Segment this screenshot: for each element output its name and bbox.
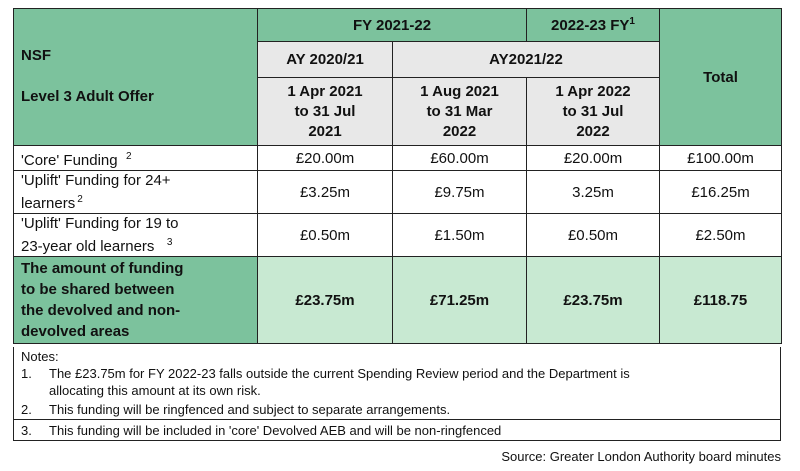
total-label-text: to be shared between (21, 281, 175, 298)
table-cell: £60.00m (392, 145, 527, 171)
table-cell: 3.25m (526, 170, 660, 214)
total-row-label: The amount of funding to be shared betwe… (13, 256, 258, 344)
notes-divider (14, 419, 780, 420)
ay-2020-21-header: AY 2020/21 (257, 41, 393, 78)
footnote-ref: 1 (629, 16, 635, 27)
table-row: 'Uplift' Funding for 24+ learners 2 £3.25… (13, 170, 782, 214)
fy-2022-23-label: 2022-23 FY (551, 17, 630, 34)
notes-title: Notes: (21, 349, 59, 364)
table-cell: £20.00m (526, 145, 660, 171)
row-label-text: learners (21, 195, 76, 212)
period-1-line: to 31 Jul (294, 102, 356, 120)
table-cell: £16.25m (659, 170, 782, 214)
period-1-header: 1 Apr 2021 to 31 Jul 2021 (257, 77, 393, 146)
period-3-header: 1 Apr 2022 to 31 Jul 2022 (526, 77, 660, 146)
table-cell: £2.50m (659, 213, 782, 257)
total-cell: £71.25m (392, 256, 527, 344)
period-3-line: to 31 Jul (562, 102, 624, 120)
header-label-cell: NSF Level 3 Adult Offer (13, 8, 258, 146)
table-cell: £100.00m (659, 145, 782, 171)
period-2-line: 1 Aug 2021 (420, 82, 499, 100)
footnote-ref: 3 (166, 237, 173, 248)
table-row: 'Core' Funding 2 £20.00m £60.00m £20.00m… (13, 145, 782, 171)
total-header: Total (659, 8, 782, 146)
source-caption: Source: Greater London Authority board m… (501, 449, 781, 464)
grand-total-cell: £118.75 (659, 256, 782, 344)
total-label-text: the devolved and non- (21, 302, 181, 319)
period-2-header: 1 Aug 2021 to 31 Mar 2022 (392, 77, 527, 146)
note-number: 3. (21, 423, 32, 438)
total-cell: £23.75m (526, 256, 660, 344)
note-number: 2. (21, 402, 32, 417)
table-cell: £20.00m (257, 145, 393, 171)
notes-box: Notes: 1. The £23.75m for FY 2022-23 fal… (13, 347, 781, 441)
row-label: 'Core' Funding 2 (13, 145, 258, 171)
note-text: This funding will be ringfenced and subj… (49, 402, 451, 417)
period-1-line: 1 Apr 2021 (287, 82, 363, 100)
note-number: 1. (21, 366, 32, 381)
table-cell: £0.50m (526, 213, 660, 257)
total-label-text: The amount of funding (21, 260, 184, 277)
period-3-line: 1 Apr 2022 (555, 82, 631, 100)
table-cell: £9.75m (392, 170, 527, 214)
fy-2022-23-header: 2022-23 FY1 (526, 8, 660, 42)
row-label: 'Uplift' Funding for 24+ learners 2 (13, 170, 258, 214)
footnote-ref: 2 (77, 194, 83, 205)
row-label-text: 'Uplift' Funding for 24+ (21, 172, 171, 189)
nsf-heading: NSF (21, 47, 51, 64)
table-cell: £0.50m (257, 213, 393, 257)
note-text: The £23.75m for FY 2022-23 falls outside… (49, 366, 630, 381)
period-3-line: 2022 (576, 122, 610, 140)
funding-table: NSF Level 3 Adult Offer FY 2021-22 2022-… (13, 8, 782, 344)
table-row: 'Uplift' Funding for 19 to 23-year old l… (13, 213, 782, 257)
period-1-line: 2021 (308, 122, 342, 140)
period-2-line: to 31 Mar (426, 102, 493, 120)
row-label-text: 23-year old learners (21, 238, 155, 255)
ay-2021-22-header: AY2021/22 (392, 41, 660, 78)
total-row: The amount of funding to be shared betwe… (13, 256, 782, 344)
footnote-ref: 2 (125, 150, 132, 162)
fy-2021-22-header: FY 2021-22 (257, 8, 527, 42)
note-text: This funding will be included in 'core' … (49, 423, 502, 438)
row-label-text: 'Core' Funding (21, 151, 118, 169)
period-2-line: 2022 (442, 122, 477, 140)
row-label: 'Uplift' Funding for 19 to 23-year old l… (13, 213, 258, 257)
row-label-text: 'Uplift' Funding for 19 to (21, 215, 179, 232)
note-text: allocating this amount at its own risk. (49, 383, 261, 398)
table-cell: £1.50m (392, 213, 527, 257)
total-cell: £23.75m (257, 256, 393, 344)
total-label-text: devolved areas (21, 323, 130, 340)
offer-heading: Level 3 Adult Offer (21, 88, 154, 105)
table-cell: £3.25m (257, 170, 393, 214)
